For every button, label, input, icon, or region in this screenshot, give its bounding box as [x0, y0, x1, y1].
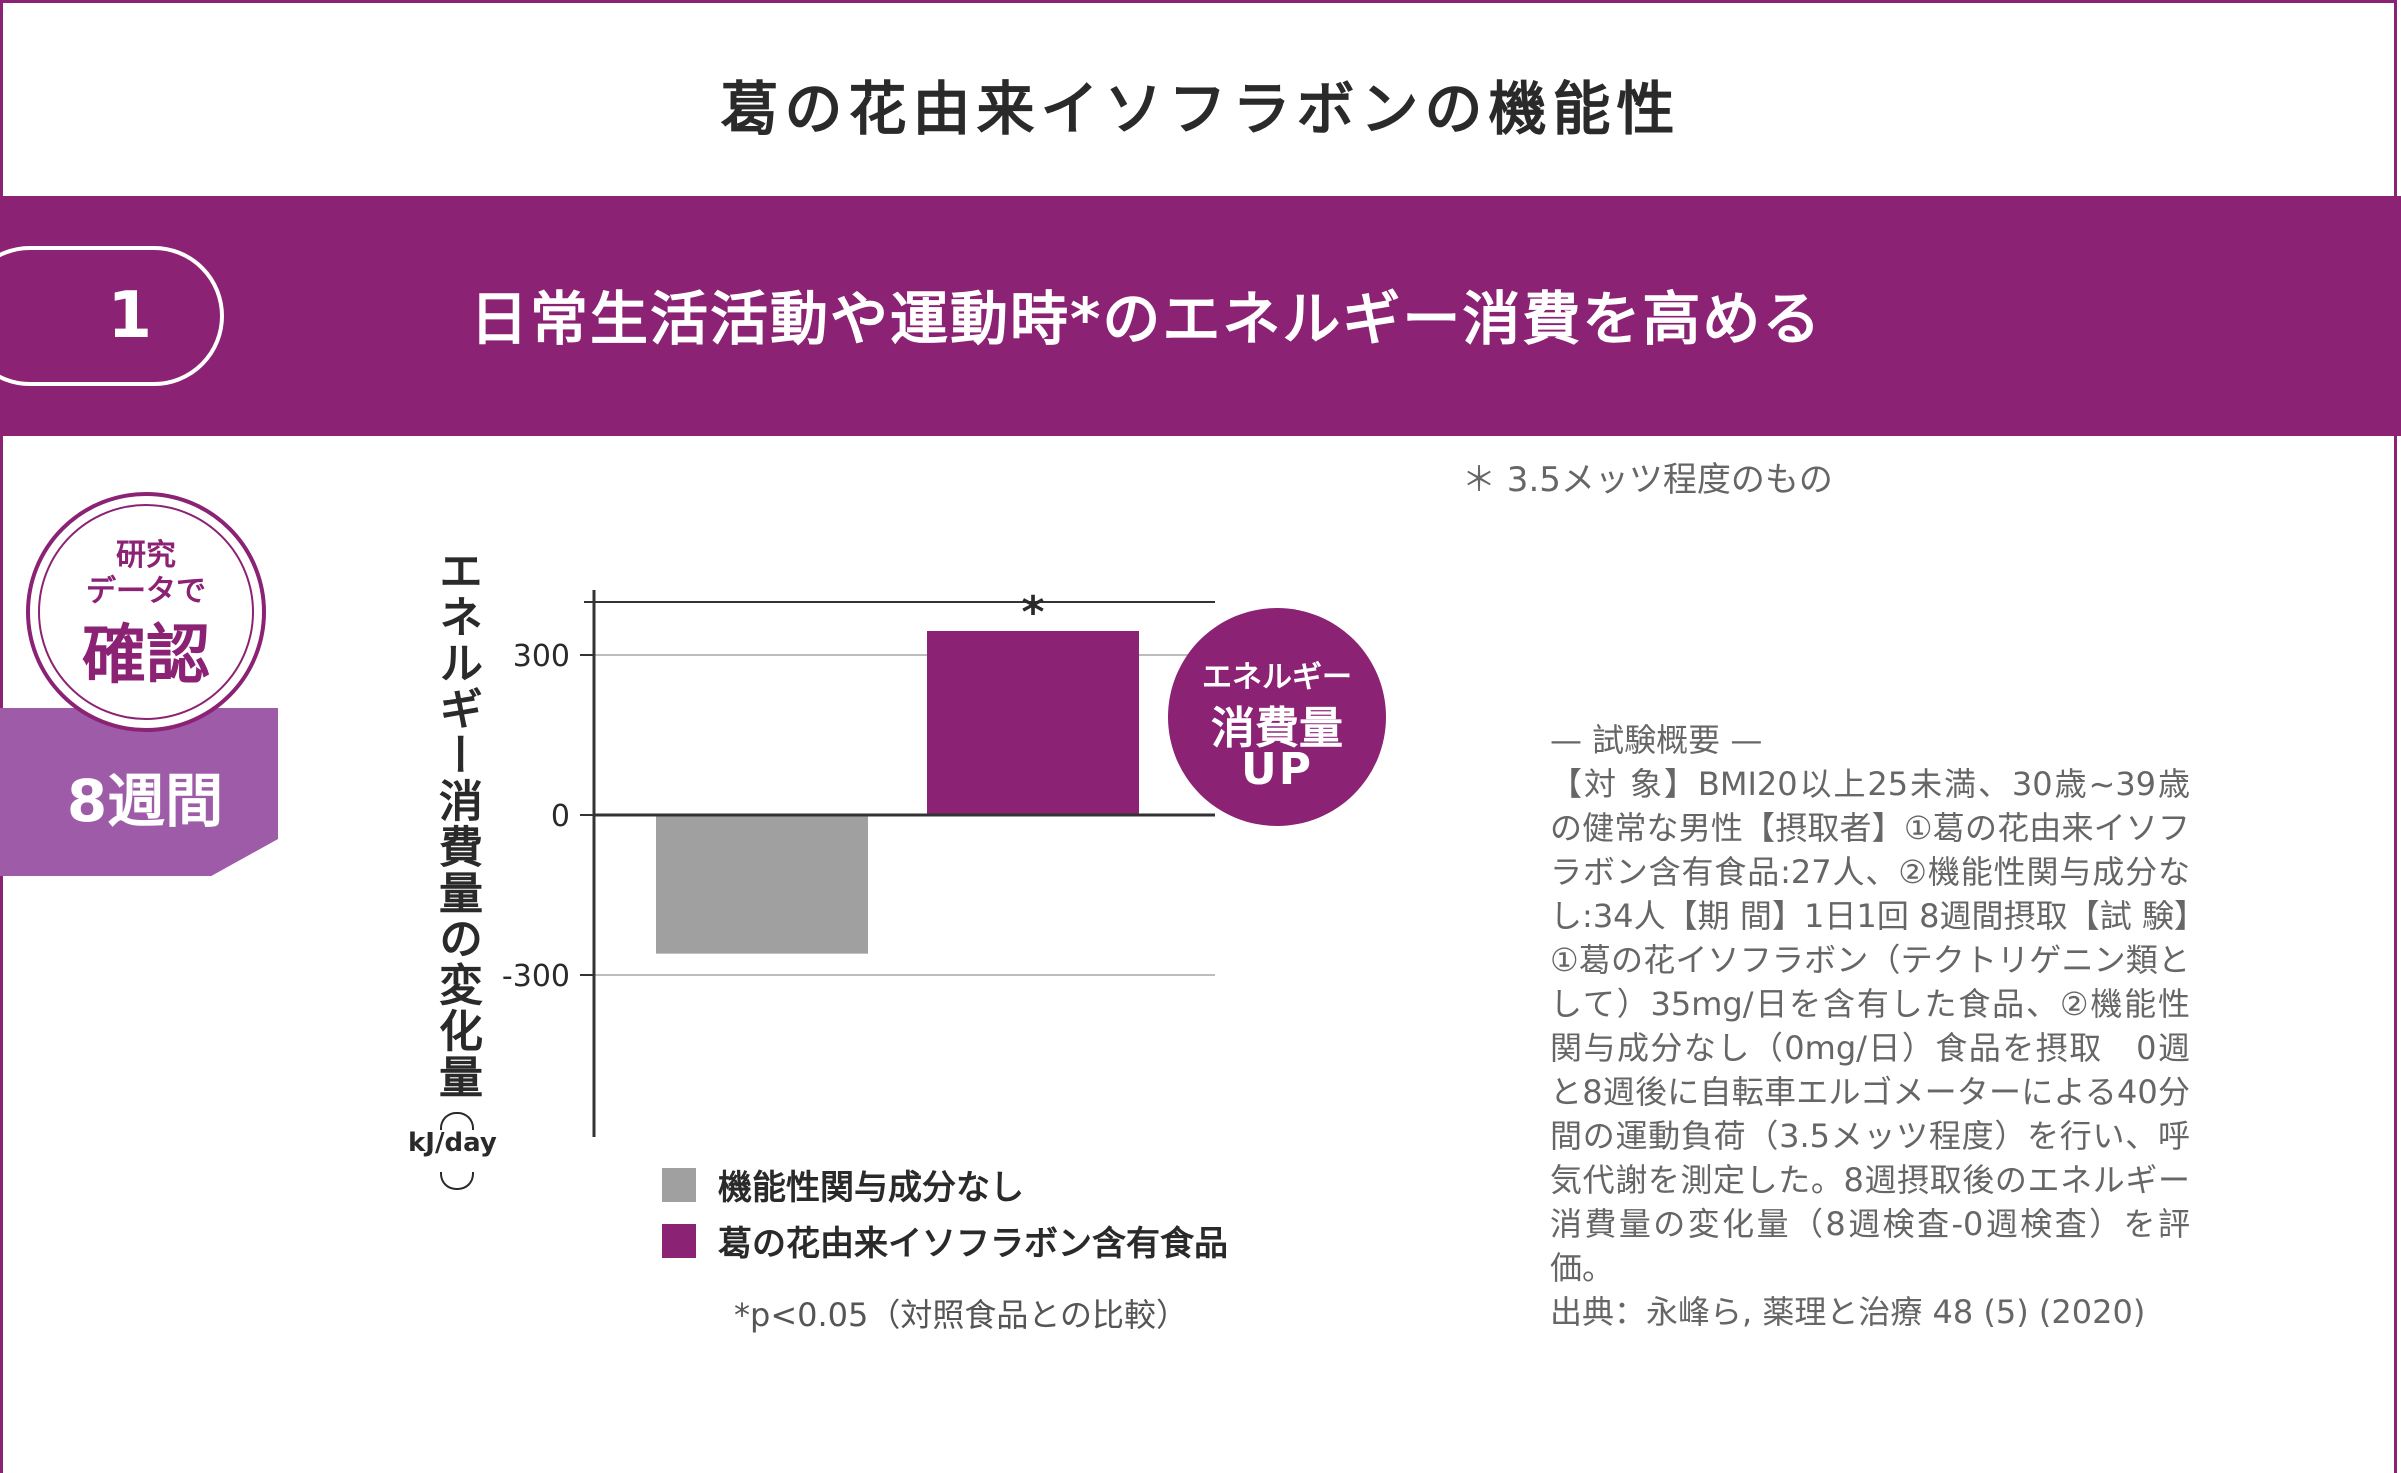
seal-line-3: 確認 [82, 619, 210, 693]
research-seal: 研究 データで 確認 [26, 492, 266, 732]
legend-swatch-control [662, 1167, 696, 1202]
page-title: 葛の花由来イソフラボンの機能性 [720, 75, 1681, 143]
section-number: 1 [0, 246, 224, 386]
bar-0 [656, 815, 868, 954]
legend-label-control: 機能性関与成分なし [718, 1168, 1024, 1208]
seal-line-2: データで [86, 574, 206, 609]
footnote-mets: ＊ 3.5メッツ程度のもの [1462, 460, 1833, 500]
bar-1 [927, 631, 1139, 815]
significance-note: *p<0.05（対照食品との比較） [734, 1296, 1189, 1334]
seal-inner-ring [38, 504, 254, 720]
bar-chart: 300 0 -300 * [502, 587, 1215, 1137]
duration-label: 8週間 [66, 767, 224, 835]
legend-item-isoflavone: 葛の花由来イソフラボン含有食品 [662, 1216, 1228, 1265]
summary-heading: — 試験概要 — [1550, 721, 1763, 759]
y-tick-label: 300 [513, 639, 570, 674]
section-heading: 日常生活活動や運動時*のエネルギー消費を高める [470, 285, 1823, 353]
summary-source: 出典：永峰ら, 薬理と治療 48 (5) (2020) [1550, 1293, 2146, 1331]
badge-line-3: UP [1241, 744, 1313, 795]
badge-line-1: エネルギー [1202, 660, 1352, 695]
y-axis-label: エネルギー消費量の変化量 [431, 548, 482, 1100]
energy-up-badge: エネルギー 消費量 UP [1168, 608, 1386, 826]
y-tick-label: -300 [502, 959, 570, 994]
summary-body: 【対 象】BMI20以上25未満、30歳~39歳の健常な男性【摂取者】①葛の花由… [1550, 765, 2190, 1287]
significance-marker: * [1021, 587, 1044, 638]
y-axis-unit: kJ/day [408, 1128, 497, 1158]
y-tick-label: 0 [551, 799, 570, 834]
legend-label-isoflavone: 葛の花由来イソフラボン含有食品 [718, 1224, 1228, 1264]
legend-item-control: 機能性関与成分なし [662, 1160, 1024, 1209]
legend-swatch-isoflavone [662, 1223, 696, 1258]
study-summary: — 試験概要 — 【対 象】BMI20以上25未満、30歳~39歳の健常な男性【… [1550, 718, 2190, 1334]
banner [0, 196, 2401, 436]
duration-tag [0, 708, 278, 876]
seal-line-1: 研究 [116, 538, 176, 573]
badge-line-2: 消費量 [1211, 703, 1343, 754]
